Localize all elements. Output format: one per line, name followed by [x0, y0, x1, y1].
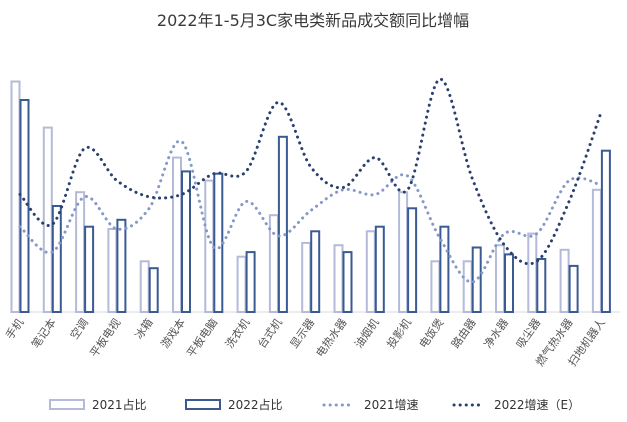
bar-2021占比-平板电视	[107, 228, 118, 313]
x-tick-label-吸尘器: 吸尘器	[514, 316, 544, 350]
bar-2021占比-电饭煲	[430, 260, 441, 313]
legend: 2021占比 2022占比 2021增速 2022增速（E）	[49, 397, 580, 412]
legend-swatch-2022占比	[185, 399, 221, 410]
bar-2021占比-吸尘器	[527, 232, 538, 314]
bar-2021占比-手机	[10, 80, 21, 313]
bar-2022占比-电热水器	[342, 251, 353, 314]
bar-2022占比-游戏本	[181, 170, 191, 313]
x-tick-label-手机: 手机	[2, 316, 26, 342]
line-2022增速-E	[18, 77, 603, 266]
x-tick-label-显示器: 显示器	[288, 316, 318, 350]
bar-2022占比-手机	[19, 99, 30, 313]
bar-2021占比-路由器	[462, 260, 473, 313]
bar-2021占比-冰箱	[139, 260, 150, 313]
chart-title: 2022年1-5月3C家电类新品成交额同比增幅	[157, 11, 469, 30]
bar-2021占比-燃气热水器	[559, 248, 570, 314]
x-tick-label-路由器: 路由器	[448, 316, 478, 351]
bar-2021占比-电热水器	[333, 244, 344, 313]
legend-swatch-2021占比	[49, 399, 85, 410]
bar-2022占比-净水器	[504, 253, 514, 313]
x-tick-label-洗衣机: 洗衣机	[222, 316, 252, 351]
bar-2021占比-平板电脑	[204, 179, 215, 313]
bar-2022占比-笔记本	[51, 205, 62, 313]
x-tick-label-投影机: 投影机	[384, 316, 414, 351]
bar-2022占比-燃气热水器	[568, 264, 579, 313]
bar-2021占比-净水器	[495, 244, 505, 313]
bar-2022占比-冰箱	[148, 267, 159, 314]
lines-group	[18, 77, 603, 284]
bars-group	[10, 80, 611, 314]
bar-2022占比-吸尘器	[536, 258, 547, 313]
x-tick-label-电热水器: 电热水器	[314, 316, 350, 359]
x-tick-label-净水器: 净水器	[481, 316, 511, 351]
bar-2022占比-空调	[84, 225, 95, 313]
legend-label-2021占比: 2021占比	[92, 397, 147, 412]
bar-2022占比-洗衣机	[245, 251, 256, 314]
x-tick-label-空调: 空调	[67, 316, 91, 342]
bar-2022占比-扫地机器人	[600, 149, 611, 313]
bar-2021占比-扫地机器人	[591, 188, 602, 313]
bar-2022占比-显示器	[310, 230, 321, 313]
legend-label-2022增速-E: 2022增速（E）	[494, 398, 580, 412]
bar-2022占比-台式机	[277, 135, 288, 313]
bar-2021占比-投影机	[398, 191, 409, 313]
bar-2021占比-游戏本	[172, 156, 182, 313]
bar-2022占比-投影机	[407, 207, 418, 313]
legend-label-2021增速: 2021增速	[364, 398, 419, 412]
bar-2022占比-路由器	[471, 246, 482, 313]
bar-2022占比-平板电视	[116, 218, 127, 313]
bar-2022占比-平板电脑	[213, 172, 224, 313]
x-tick-label-台式机: 台式机	[254, 316, 284, 351]
x-tick-label-平板电视: 平板电视	[87, 316, 124, 360]
bar-2022占比-油烟机	[374, 225, 385, 313]
bar-2021占比-显示器	[301, 241, 312, 313]
line-2021增速	[18, 139, 603, 284]
x-tick-label-笔记本: 笔记本	[28, 316, 58, 351]
bar-2022占比-电饭煲	[439, 225, 450, 313]
x-tick-label-平板电脑: 平板电脑	[184, 316, 221, 360]
bar-2021占比-油烟机	[365, 230, 376, 313]
bar-2021占比-洗衣机	[236, 255, 247, 314]
x-tick-label-油烟机: 油烟机	[351, 316, 381, 351]
legend-label-2022占比: 2022占比	[228, 397, 283, 412]
x-tick-labels: 手机 笔记本 空调平板电视 冰箱 游戏本平板电脑 洗衣机 台式机 显示器电热水器 油烟机 投影机电…	[2, 316, 607, 369]
x-tick-label-游戏本: 游戏本	[158, 316, 188, 351]
x-tick-label-冰箱: 冰箱	[132, 316, 156, 342]
x-tick-label-电饭煲: 电饭煲	[417, 316, 447, 350]
bar-2021占比-空调	[75, 191, 86, 313]
bar-2021占比-笔记本	[42, 126, 53, 313]
